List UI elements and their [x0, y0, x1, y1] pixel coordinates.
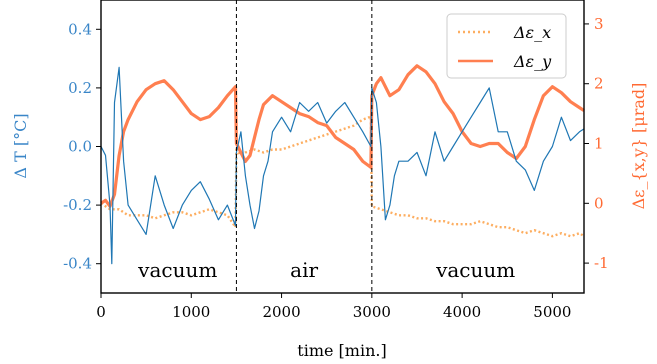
right-tick-label-1: 2: [594, 75, 604, 93]
region-label-0: vacuum: [137, 258, 217, 282]
right-tick-label-3: 0: [594, 194, 604, 212]
right-axis-label-text: Δε_{x,y} [μrad]: [629, 83, 648, 210]
right-tick-label-4: -1: [594, 254, 609, 272]
x-axis-label: time [min.]: [297, 341, 386, 360]
x-tick-label-1: 1000: [172, 303, 210, 321]
right-tick-label-0: 3: [594, 15, 604, 33]
legend: Δε_x Δε_y: [446, 13, 567, 79]
left-tick-label-2: 0.0: [68, 138, 92, 156]
x-tick-label-5: 5000: [533, 303, 571, 321]
x-tick-label-3: 3000: [353, 303, 391, 321]
right-tick-label-2: 1: [594, 135, 604, 153]
left-axis-ticks: 0.4 0.2 0.0 -0.2 -0.4: [63, 20, 101, 273]
x-tick-label-0: 0: [96, 303, 106, 321]
region-label-2: vacuum: [435, 258, 515, 282]
plot-lines: [100, 64, 585, 265]
legend-label-eps-y: Δε_y: [513, 52, 552, 71]
x-axis-ticks: 0 1000 2000 3000 4000 5000: [96, 293, 571, 321]
x-tick-label-4: 4000: [443, 303, 481, 321]
left-tick-label-4: -0.4: [63, 255, 92, 273]
region-label-1: air: [290, 258, 318, 282]
region-labels: vacuum air vacuum: [137, 258, 515, 282]
right-axis-label: Δε_{x,y} [μrad]: [629, 83, 648, 210]
left-tick-label-0: 0.4: [68, 20, 92, 38]
left-tick-label-1: 0.2: [68, 79, 92, 97]
left-axis-label-text: Δ T [°C]: [11, 113, 30, 178]
series-line-temperature: [100, 66, 585, 265]
left-axis-label: Δ T [°C]: [11, 113, 30, 178]
left-tick-label-3: -0.2: [63, 196, 92, 214]
legend-label-eps-x: Δε_x: [513, 23, 551, 42]
series-line-eps_y: [100, 64, 585, 208]
series-line-eps_x: [100, 115, 585, 238]
x-tick-label-2: 2000: [262, 303, 300, 321]
right-axis-ticks: 3 2 1 0 -1: [584, 15, 609, 272]
